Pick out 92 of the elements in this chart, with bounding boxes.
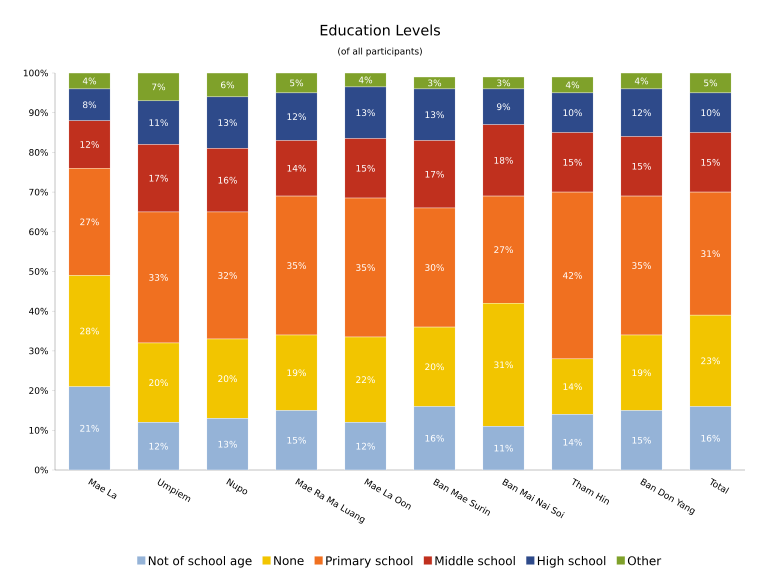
data-label: 17% <box>150 174 168 182</box>
data-label: 15% <box>564 158 582 166</box>
y-tick-label: 60% <box>29 228 48 236</box>
x-tick-label: Ban Mai Nai Soi <box>502 478 565 518</box>
data-label: 13% <box>356 109 375 116</box>
data-label: 6% <box>221 82 234 88</box>
data-label: 12% <box>632 109 651 116</box>
bar <box>482 426 524 470</box>
data-label: 20% <box>425 363 444 370</box>
data-label: 30% <box>425 264 444 271</box>
data-label: 15% <box>288 436 306 444</box>
bar <box>344 422 386 470</box>
data-label: 12% <box>288 113 306 120</box>
data-label: 14% <box>564 383 582 390</box>
bar <box>68 386 110 470</box>
y-tick-label: 70% <box>29 188 48 196</box>
bar <box>138 422 180 470</box>
x-tick-label: Mae La <box>88 478 116 500</box>
data-label: 18% <box>494 156 513 164</box>
y-tick-label: 100% <box>24 70 48 76</box>
data-label: 14% <box>288 164 306 172</box>
y-tick-label: 40% <box>29 308 48 315</box>
data-label: 12% <box>80 141 99 148</box>
data-label: 7% <box>152 83 166 90</box>
data-label: 28% <box>80 328 99 334</box>
data-label: 31% <box>701 250 720 258</box>
data-label: 13% <box>426 111 444 118</box>
data-label: 8% <box>82 101 96 108</box>
data-label: 23% <box>701 357 720 364</box>
y-tick-label: 80% <box>29 149 48 156</box>
legend-label: Not of school age <box>148 556 252 568</box>
data-label: 13% <box>218 119 237 126</box>
data-label: 15% <box>632 436 651 444</box>
y-tick-label: 20% <box>29 387 48 394</box>
data-label: 3% <box>428 80 442 86</box>
data-label: 10% <box>702 109 720 116</box>
data-label: 12% <box>150 442 168 450</box>
y-tick-label: 10% <box>30 426 48 434</box>
data-label: 13% <box>218 440 237 448</box>
legend-label: Primary school <box>326 556 412 568</box>
data-label: 35% <box>632 262 651 269</box>
data-label: 20% <box>218 375 237 382</box>
data-label: 16% <box>702 434 720 442</box>
data-label: 32% <box>218 272 237 279</box>
data-label: 27% <box>80 218 99 226</box>
x-tick-label: Mae La Oon <box>364 478 411 510</box>
data-label: 20% <box>149 379 168 386</box>
data-label: 15% <box>632 162 651 170</box>
data-label: 22% <box>356 376 375 384</box>
data-label: 4% <box>358 76 372 84</box>
data-label: 3% <box>497 80 510 86</box>
data-label: 11% <box>494 444 513 452</box>
bar <box>276 410 318 470</box>
data-label: 5% <box>290 80 304 86</box>
data-label: 31% <box>494 361 513 368</box>
data-label: 4% <box>634 78 648 84</box>
chart-title: Education Levels <box>320 24 440 36</box>
data-label: 5% <box>704 80 718 86</box>
data-label: 14% <box>564 438 582 446</box>
data-label: 16% <box>426 434 444 442</box>
bar <box>552 414 594 470</box>
bar <box>206 418 248 470</box>
data-label: 15% <box>702 158 720 166</box>
y-tick-label: 50% <box>29 268 48 275</box>
data-label: 12% <box>356 442 375 450</box>
data-label: 4% <box>566 82 580 88</box>
legend-label: Middle school <box>435 556 515 566</box>
bar <box>414 406 456 470</box>
legend-label: None <box>274 556 304 566</box>
data-label: 35% <box>356 264 375 271</box>
data-label: 11% <box>150 119 168 126</box>
data-label: 4% <box>82 78 96 84</box>
data-label: 21% <box>80 424 99 432</box>
legend-label: Other <box>628 556 662 566</box>
data-label: 19% <box>632 369 651 376</box>
data-label: 35% <box>287 262 306 269</box>
data-label: 42% <box>562 272 582 279</box>
bar <box>620 410 662 470</box>
chart-subtitle: (of all participants) <box>338 48 422 56</box>
data-label: 33% <box>149 274 168 281</box>
data-label: 9% <box>496 103 510 110</box>
bar <box>690 406 732 470</box>
data-label: 10% <box>564 109 582 116</box>
legend-label: High school <box>538 556 606 568</box>
y-tick-label: 90% <box>29 109 48 116</box>
y-tick-label: 30% <box>29 348 48 354</box>
data-label: 16% <box>218 176 237 184</box>
y-tick-label: 0% <box>34 466 48 474</box>
data-label: 17% <box>426 170 444 178</box>
data-label: 19% <box>288 369 306 376</box>
data-label: 27% <box>494 246 513 254</box>
data-label: 15% <box>356 164 375 172</box>
